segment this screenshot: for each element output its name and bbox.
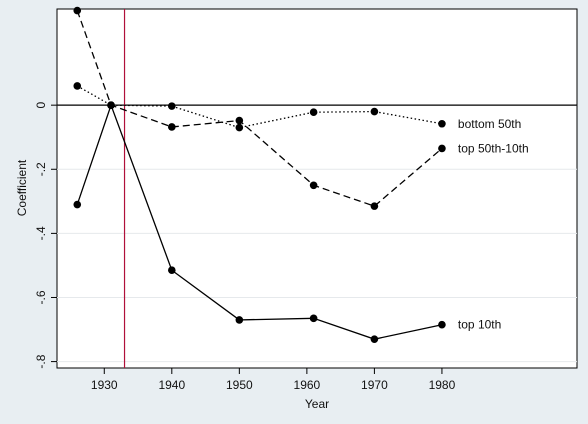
x-tick-label: 1970 (361, 378, 388, 392)
data-point (168, 123, 176, 131)
x-tick-label: 1960 (294, 378, 321, 392)
y-tick-label: -.8 (34, 354, 48, 368)
x-axis-label: Year (305, 397, 329, 411)
data-point (168, 266, 176, 275)
data-point (438, 320, 446, 329)
data-point (438, 119, 446, 128)
data-point (370, 202, 379, 210)
series-label: top 10th (458, 318, 501, 332)
y-axis: 0 -.2 -.4 -.6 -.8 (34, 102, 57, 369)
y-tick-label: -.4 (34, 226, 48, 240)
data-point (309, 181, 318, 190)
data-point (309, 314, 318, 323)
data-point (235, 116, 244, 125)
data-point (235, 123, 244, 132)
x-tick-label: 1980 (429, 378, 456, 392)
data-point (370, 335, 379, 343)
series-points (73, 6, 446, 343)
series-labels: bottom 50th top 50th-10th top 10th (458, 117, 529, 332)
data-point (438, 144, 446, 153)
data-point (370, 107, 379, 116)
x-axis: 1930 1940 1950 1960 1970 1980 (91, 368, 456, 392)
data-point (309, 108, 318, 117)
data-point (73, 200, 82, 209)
y-axis-label: Coefficient (15, 159, 29, 216)
series-label: top 50th-10th (458, 141, 529, 155)
data-point (73, 6, 82, 15)
data-point (235, 316, 244, 324)
data-point (73, 82, 82, 90)
data-point (107, 101, 115, 109)
x-tick-label: 1930 (91, 378, 118, 392)
reference-lines (57, 9, 577, 368)
x-tick-label: 1950 (226, 378, 253, 392)
y-tick-label: 0 (34, 102, 48, 109)
data-point (168, 102, 176, 110)
series-label: bottom 50th (458, 117, 521, 131)
y-tick-label: -.2 (34, 162, 48, 176)
x-tick-label: 1940 (158, 378, 185, 392)
y-tick-label: -.6 (34, 290, 48, 304)
plot-area (56, 8, 578, 369)
